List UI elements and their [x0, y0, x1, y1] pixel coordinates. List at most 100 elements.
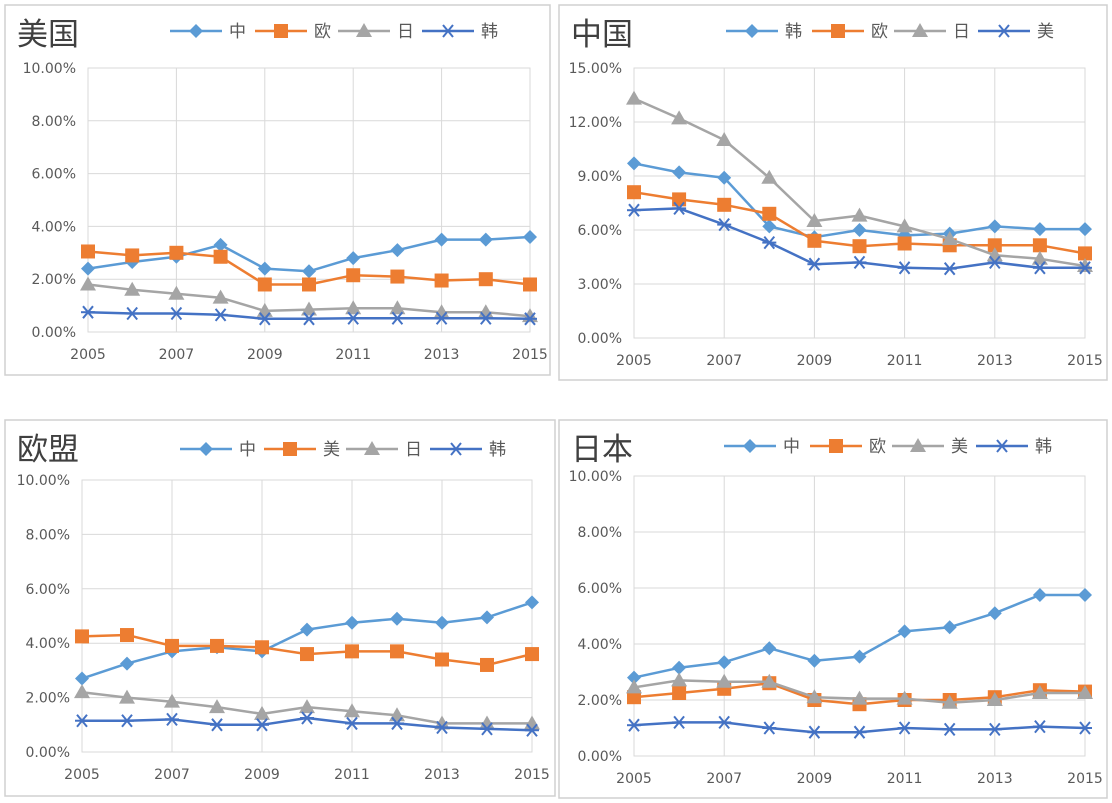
data-point [345, 300, 362, 315]
data-point [125, 248, 140, 263]
data-point [523, 312, 537, 326]
legend-entry: 美 [892, 437, 968, 457]
series-2 [75, 628, 539, 672]
legend-label: 中 [239, 440, 256, 460]
data-point [168, 285, 185, 300]
legend-marker [912, 23, 928, 37]
data-point [300, 622, 314, 637]
data-point [851, 690, 868, 705]
data-point [390, 611, 404, 626]
data-point [300, 711, 314, 725]
legend-label: 韩 [1035, 437, 1052, 457]
chart-panel-4: 0.00% 2.00% 4.00% 6.00% 8.00% 10.00% 2005 2007 2… [558, 419, 1108, 799]
data-point [257, 261, 272, 276]
series-4 [627, 201, 1092, 276]
data-point [986, 692, 1003, 706]
series-4 [627, 715, 1092, 739]
data-point [897, 721, 912, 735]
legend-marker [745, 24, 759, 38]
chart-panel-1: 0.00% 2.00% 4.00% 6.00% 8.00% 10.00% 2005 2007 2… [4, 4, 551, 376]
x-tick-label: 2009 [247, 347, 283, 363]
data-point [807, 233, 822, 248]
legend-entry: 中 [170, 22, 246, 42]
legend-marker [364, 441, 380, 455]
legend-marker [995, 439, 1009, 453]
data-point [987, 238, 1002, 253]
legend-entry: 日 [894, 22, 970, 42]
x-tick-label: 2013 [424, 767, 460, 783]
legend-marker [997, 24, 1011, 38]
data-point [390, 311, 405, 325]
y-tick-label: 10.00% [569, 469, 622, 485]
legend-marker [831, 24, 845, 38]
panel-border [558, 419, 1108, 799]
y-tick-label: 9.00% [578, 169, 622, 185]
x-tick-label: 2015 [1067, 771, 1103, 787]
data-point [627, 185, 641, 200]
data-point [762, 219, 777, 234]
legend-marker [283, 442, 297, 456]
legend-label: 中 [229, 22, 246, 42]
x-tick-label: 2015 [1067, 353, 1103, 369]
series-2 [81, 244, 537, 292]
legend-label: 美 [1037, 22, 1054, 42]
data-point [627, 690, 641, 705]
data-point [390, 716, 404, 731]
data-point [717, 655, 732, 670]
data-point [717, 170, 732, 185]
data-point [345, 644, 359, 659]
legend-entry: 日 [338, 22, 414, 42]
y-tick-label: 15.00% [569, 61, 622, 77]
x-tick-label: 2015 [514, 767, 550, 783]
data-point [119, 689, 135, 704]
data-point [1032, 719, 1047, 734]
x-tick-label: 2013 [977, 771, 1013, 787]
data-point [525, 723, 539, 737]
data-point [302, 312, 316, 326]
legend-label: 欧 [869, 437, 886, 457]
x-tick-label: 2009 [244, 767, 280, 783]
data-point [300, 647, 314, 662]
legend-marker [441, 24, 455, 38]
data-point [807, 257, 822, 271]
plot-area [87, 67, 531, 333]
legend-marker [910, 438, 926, 452]
data-point [1078, 588, 1092, 602]
data-point [1031, 250, 1048, 265]
y-tick-label: 0.00% [32, 325, 76, 341]
data-point [257, 312, 272, 326]
plot-area [633, 475, 1086, 757]
data-point [81, 261, 95, 276]
data-point [434, 311, 449, 325]
data-point [717, 197, 732, 212]
data-point [165, 712, 179, 727]
x-tick-label: 2011 [334, 767, 370, 783]
data-point [164, 693, 180, 708]
y-tick-label: 6.00% [578, 223, 622, 239]
data-point [807, 725, 822, 739]
data-point [672, 192, 687, 207]
data-point [942, 722, 957, 737]
legend-label: 韩 [489, 440, 506, 460]
y-tick-label: 6.00% [578, 581, 622, 597]
legend-marker [274, 24, 288, 38]
panel-border [4, 419, 556, 797]
data-point [672, 201, 687, 216]
data-point [852, 239, 867, 254]
data-point [762, 641, 777, 656]
data-point [897, 624, 912, 639]
legend-label: 美 [951, 437, 968, 457]
y-tick-label: 12.00% [569, 115, 622, 131]
legend-marker [743, 439, 757, 453]
legend-label: 日 [953, 22, 970, 42]
legend-entry: 美 [978, 22, 1054, 42]
data-point [435, 652, 449, 667]
x-tick-label: 2011 [887, 771, 923, 787]
y-tick-label: 8.00% [32, 114, 76, 130]
data-point [852, 223, 867, 237]
data-point [942, 262, 957, 276]
legend-label: 韩 [785, 22, 802, 42]
data-point [120, 656, 134, 671]
x-tick-label: 2005 [616, 353, 652, 369]
